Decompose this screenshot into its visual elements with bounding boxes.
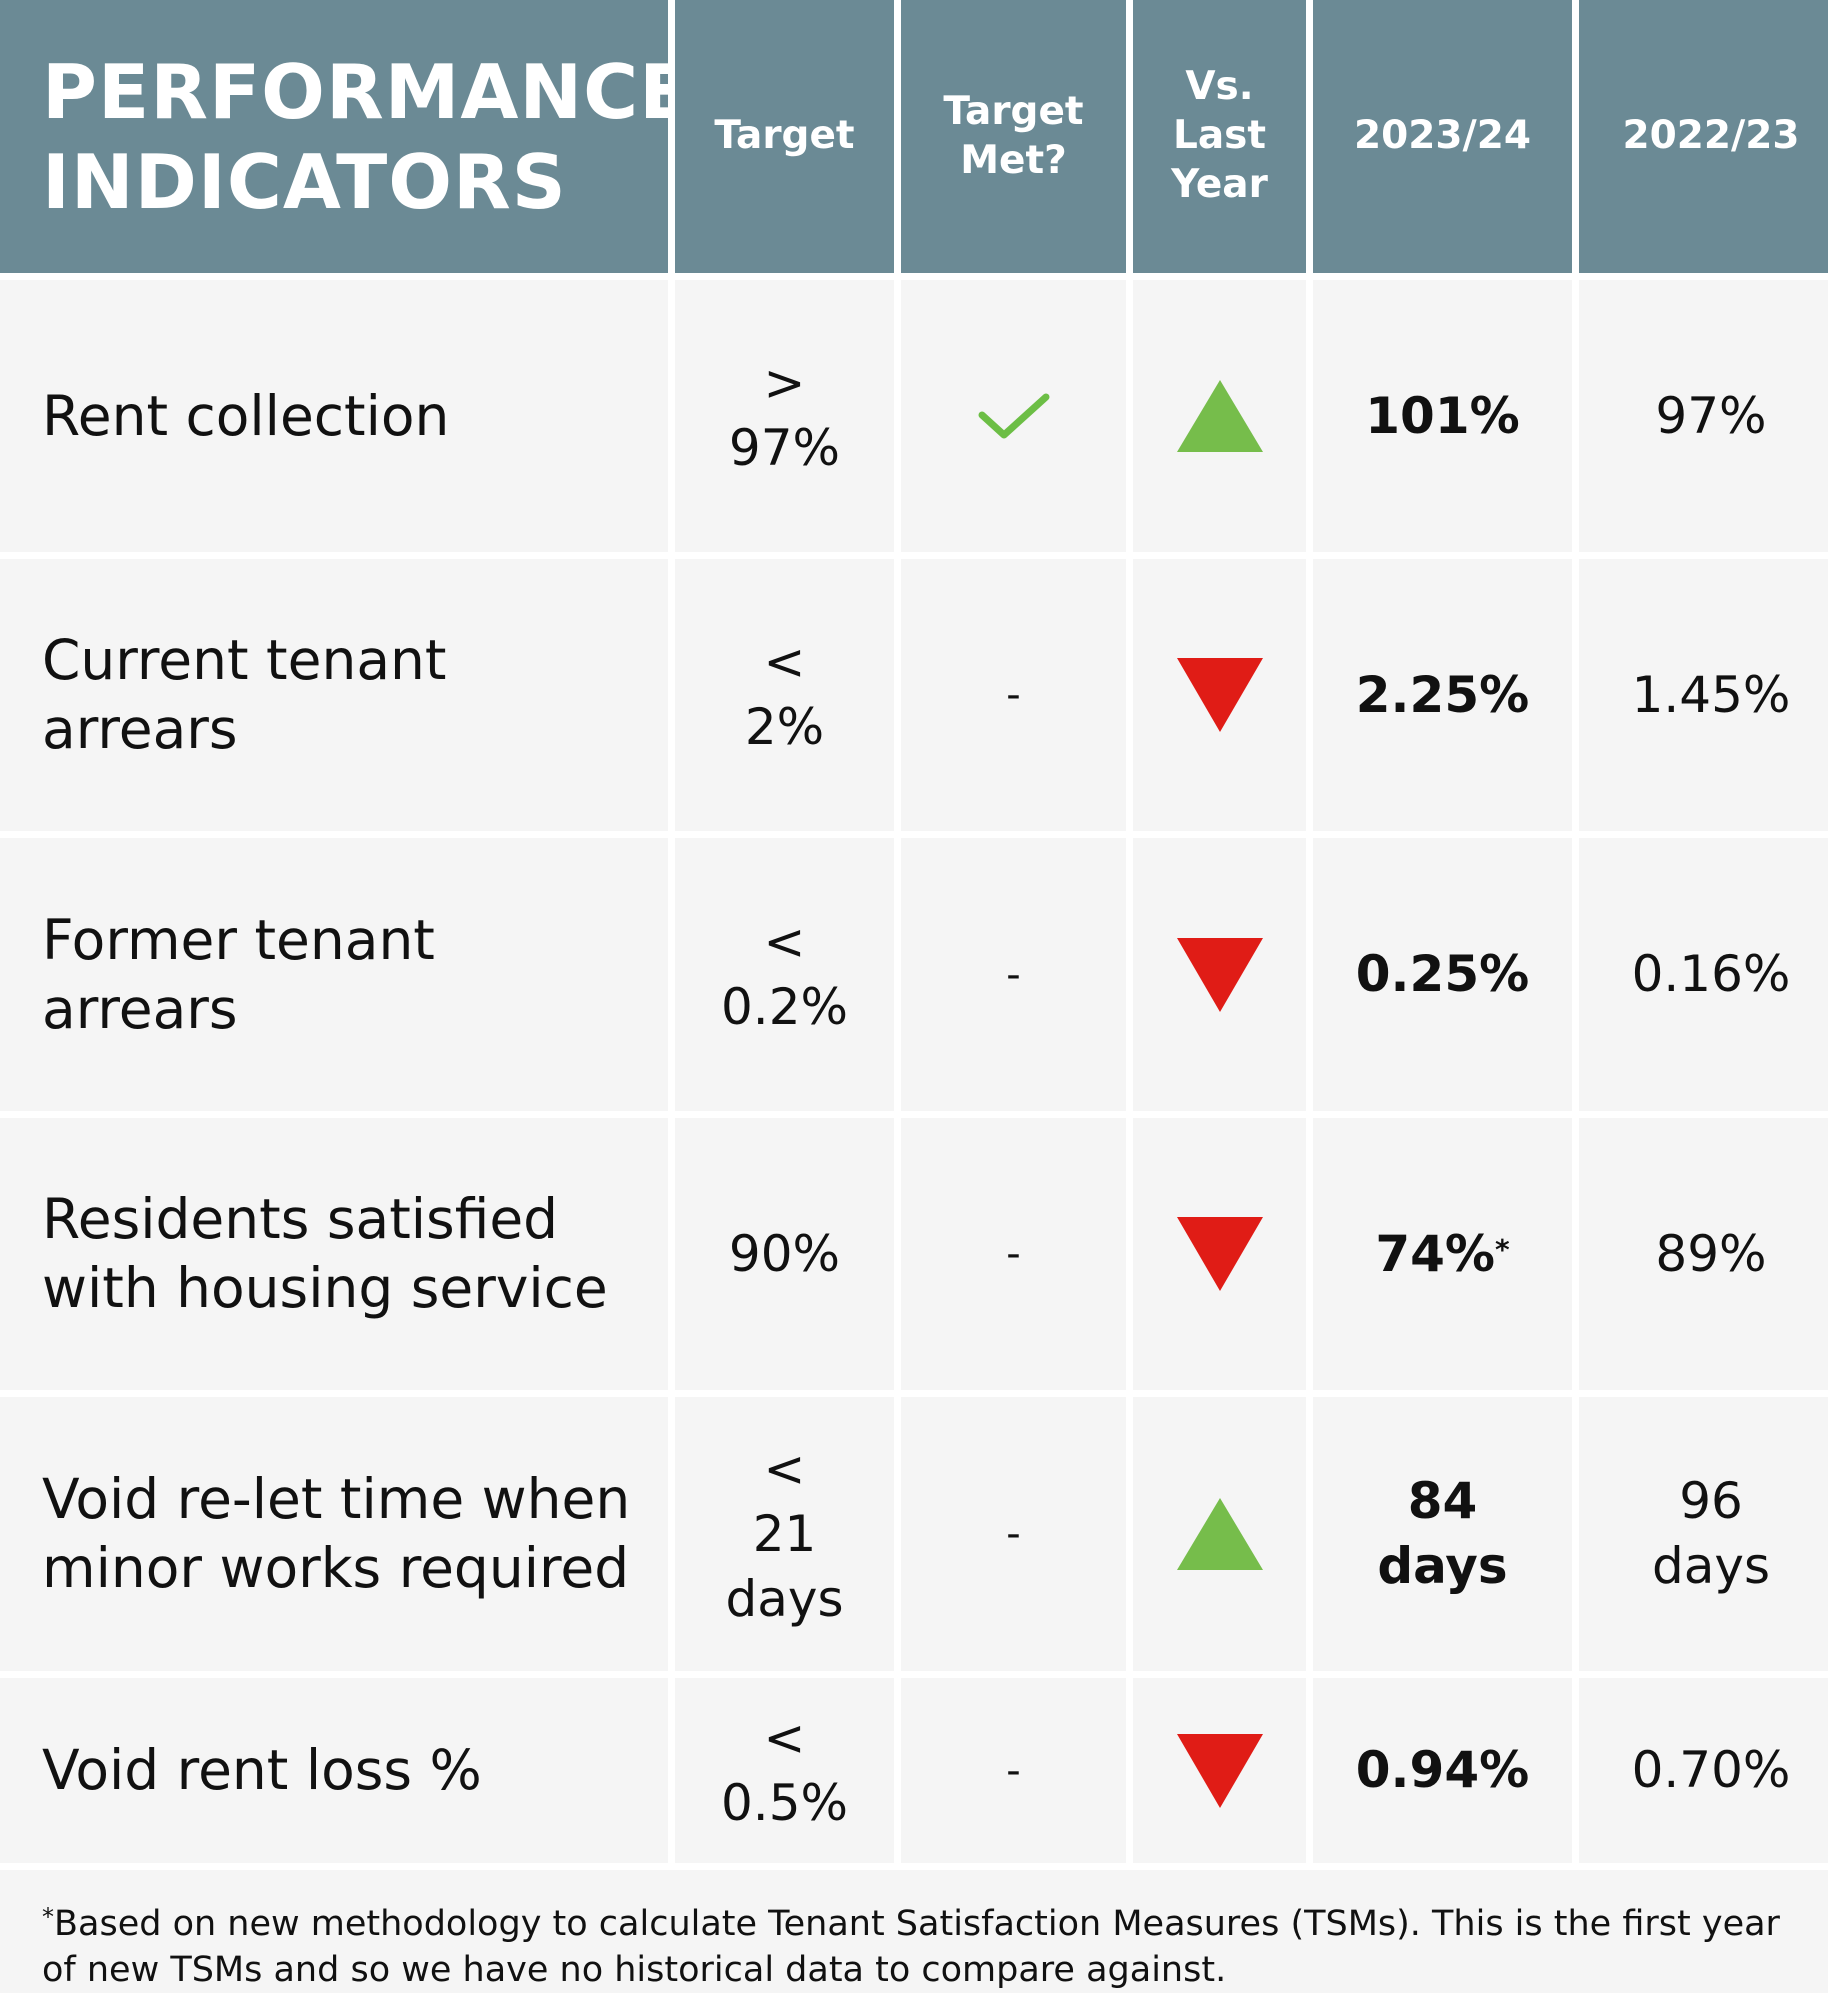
target-cell: < 2% xyxy=(675,559,894,831)
previous-value-cell: 0.16% xyxy=(1579,838,1828,1111)
header-previous-year-label: 2022/23 xyxy=(1622,113,1800,159)
previous-value-cell: 97% xyxy=(1579,280,1828,552)
indicator-cell: Former tenant arrears xyxy=(0,838,668,1111)
previous-value: 0.16% xyxy=(1631,945,1791,1003)
previous-value: 97% xyxy=(1655,386,1767,445)
current-value-cell: 101% xyxy=(1313,280,1572,552)
current-value: 0.94% xyxy=(1355,1741,1530,1799)
trend-up-icon xyxy=(1176,380,1263,452)
footnote: *Based on new methodology to calculate T… xyxy=(0,1870,1828,1993)
indicator-label: Rent collection xyxy=(42,383,450,448)
footnote-marker: * xyxy=(1495,1232,1510,1266)
target-cell: < 0.5% xyxy=(675,1678,894,1863)
target-met-cell: - xyxy=(901,1118,1126,1390)
current-value-cell: 0.25% xyxy=(1313,838,1572,1111)
current-value: 0.25% xyxy=(1355,945,1530,1003)
indicator-cell: Void re-let time when minor works requir… xyxy=(0,1397,668,1671)
indicator-cell: Residents satisfied with housing service xyxy=(0,1118,668,1390)
indicator-label: Void rent loss % xyxy=(42,1738,482,1803)
trend-cell xyxy=(1133,1678,1306,1863)
current-value-cell: 74% * xyxy=(1313,1118,1572,1390)
previous-value-cell: 89% xyxy=(1579,1118,1828,1390)
trend-down-icon xyxy=(1176,658,1263,732)
indicator-label: Former tenant arrears xyxy=(42,907,435,1041)
current-value-cell: 84 days xyxy=(1313,1397,1572,1671)
trend-down-icon xyxy=(1176,937,1263,1012)
indicator-label: Void re-let time when minor works requir… xyxy=(42,1467,631,1600)
previous-value-cell: 96 days xyxy=(1579,1397,1828,1671)
current-value: 74% xyxy=(1375,1224,1496,1283)
target-met-value: - xyxy=(1006,1511,1021,1557)
header-current-year-label: 2023/24 xyxy=(1353,113,1532,159)
current-value: 101% xyxy=(1365,386,1520,445)
header-target-met-label: Target Met? xyxy=(943,88,1084,183)
previous-value-cell: 1.45% xyxy=(1579,559,1828,831)
check-icon xyxy=(976,391,1052,441)
target-cell: < 21 days xyxy=(675,1397,894,1671)
trend-cell xyxy=(1133,838,1306,1111)
trend-cell xyxy=(1133,559,1306,831)
table-title: PERFORMANCE INDICATORS xyxy=(0,0,690,273)
header-target: Target xyxy=(675,0,894,273)
target-value: 90% xyxy=(728,1224,841,1283)
trend-up-icon xyxy=(1176,1498,1263,1570)
target-cell: > 97% xyxy=(675,280,894,552)
previous-value: 89% xyxy=(1655,1224,1767,1283)
trend-cell xyxy=(1133,1118,1306,1390)
header-current-year: 2023/24 xyxy=(1313,0,1572,273)
trend-cell xyxy=(1133,1397,1306,1671)
target-met-value: - xyxy=(1006,951,1021,998)
previous-value: 0.70% xyxy=(1631,1741,1791,1799)
target-met-value: - xyxy=(1006,1747,1021,1794)
current-value: 2.25% xyxy=(1355,665,1530,724)
current-value-cell: 2.25% xyxy=(1313,559,1572,831)
target-cell: < 0.2% xyxy=(675,838,894,1111)
target-value: < 0.5% xyxy=(720,1708,849,1832)
previous-value: 96 days xyxy=(1651,1472,1771,1595)
target-value: < 2% xyxy=(744,633,825,756)
indicator-cell: Current tenant arrears xyxy=(0,559,668,831)
trend-down-icon xyxy=(1176,1217,1263,1291)
header-previous-year: 2022/23 xyxy=(1579,0,1828,273)
target-cell: 90% xyxy=(675,1118,894,1390)
previous-value-cell: 0.70% xyxy=(1579,1678,1828,1863)
current-value: 84 days xyxy=(1377,1472,1508,1595)
previous-value: 1.45% xyxy=(1631,665,1791,724)
header-target-met: Target Met? xyxy=(901,0,1126,273)
target-met-value: - xyxy=(1006,1231,1021,1277)
footnote-text: Based on new methodology to calculate Te… xyxy=(42,1904,1780,1990)
target-met-cell: - xyxy=(901,838,1126,1111)
trend-cell xyxy=(1133,280,1306,552)
indicator-label: Current tenant arrears xyxy=(42,628,447,761)
target-met-cell xyxy=(901,280,1126,552)
target-met-cell: - xyxy=(901,1678,1126,1863)
target-value: < 21 days xyxy=(725,1439,844,1628)
target-met-cell: - xyxy=(901,559,1126,831)
target-met-value: - xyxy=(1006,672,1021,718)
footnote-star: * xyxy=(42,1903,54,1931)
current-value-cell: 0.94% xyxy=(1313,1678,1572,1863)
target-value: < 0.2% xyxy=(720,912,849,1036)
target-value: > 97% xyxy=(728,354,841,477)
header-target-label: Target xyxy=(714,113,855,159)
indicator-label: Residents satisfied with housing service xyxy=(42,1187,608,1320)
indicator-cell: Void rent loss % xyxy=(0,1678,668,1863)
table-title-text: PERFORMANCE INDICATORS xyxy=(42,47,692,226)
trend-down-icon xyxy=(1176,1733,1263,1808)
target-met-cell: - xyxy=(901,1397,1126,1671)
header-vs-last-year-label: Vs. Last Year xyxy=(1171,64,1268,207)
header-vs-last-year: Vs. Last Year xyxy=(1133,0,1306,273)
indicator-cell: Rent collection xyxy=(0,280,668,552)
